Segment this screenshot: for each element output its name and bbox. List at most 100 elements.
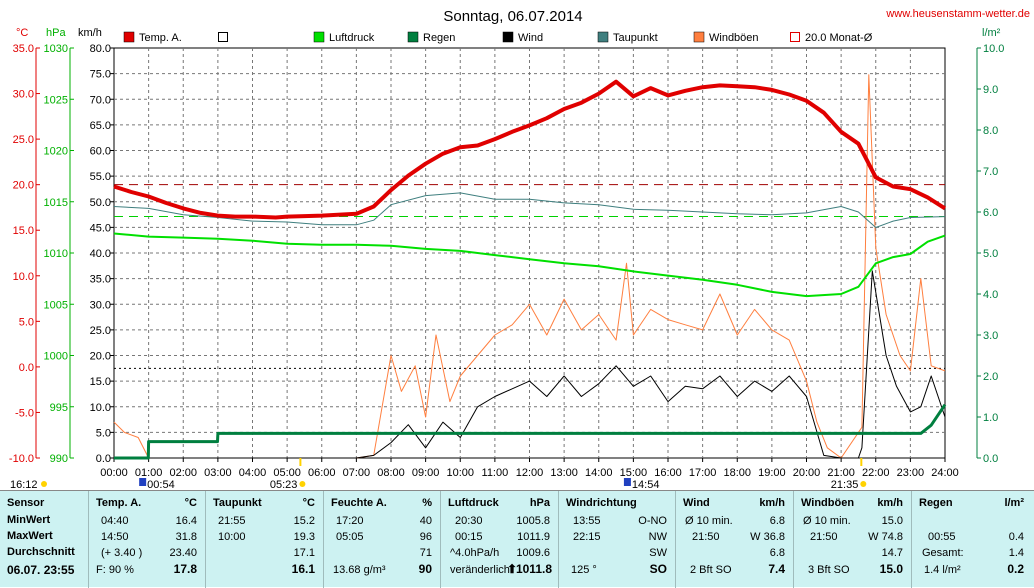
x-tick-label: 21:00	[827, 467, 855, 479]
x-tick-label: 10:00	[446, 467, 474, 479]
hum-header: Feuchte A.	[331, 497, 387, 509]
rain-tick-label: 1.0	[983, 412, 998, 424]
press-current-value: 1011.8	[515, 562, 552, 576]
kmh-tick-label: 10.0	[90, 402, 111, 414]
press-avg-value: 1009.6	[516, 547, 550, 559]
hpa-tick-label: 1015	[44, 197, 68, 209]
hum-min-time: 17:20	[336, 515, 364, 527]
temp-unit-label: °C	[16, 27, 28, 39]
x-tick-label: 04:00	[239, 467, 267, 479]
row-avg-label: Durchschnitt	[7, 546, 75, 558]
rain-tick-label: 6.0	[983, 207, 998, 219]
temp-tick-label: 15.0	[13, 225, 34, 237]
wind-avg-value: 6.8	[769, 547, 785, 559]
press-arrow-icon: ⬆	[507, 562, 518, 576]
kmh-tick-label: 40.0	[90, 248, 111, 260]
hum-min-value: 40	[419, 515, 432, 527]
rain-tick-label: 5.0	[983, 248, 998, 260]
temp-tick-label: -10.0	[9, 453, 34, 465]
press-max-value: 1011.9	[517, 531, 550, 543]
axes: 35.0 30.0 25.0 20.0 15.0 10.0 5.0 0.0 -5.0 -10.0 1…	[9, 43, 1005, 479]
legend-swatch	[123, 31, 135, 43]
hpa-tick-label: 1005	[44, 299, 68, 311]
wind-max-value: W 36.8	[750, 531, 785, 543]
hum-absolute: 13.68 g/m³	[333, 564, 386, 576]
kmh-tick-label: 80.0	[90, 43, 111, 55]
kmh-tick-label: 70.0	[90, 94, 111, 106]
markers: 16:12 05:23 21:35 00:54 14:54	[10, 458, 867, 490]
x-tick-label: 16:00	[654, 467, 682, 479]
legend-swatch	[597, 31, 609, 43]
grid	[113, 47, 946, 459]
x-tick-label: 17:00	[689, 467, 717, 479]
site-link[interactable]: www.heusenstamm-wetter.de	[885, 8, 1030, 20]
x-tick-label: 20:00	[793, 467, 821, 479]
kmh-tick-label: 25.0	[90, 325, 111, 337]
hpa-tick-label: 990	[50, 453, 68, 465]
hpa-unit-label: hPa	[46, 27, 66, 39]
kmh-tick-label: 55.0	[90, 171, 111, 183]
moon-icon	[623, 478, 631, 486]
rain-tick-label: 0.0	[983, 453, 998, 465]
sensor-header: Sensor	[7, 497, 45, 509]
gust-max-time: 21:50	[810, 531, 838, 543]
x-tick-label: 08:00	[377, 467, 405, 479]
rain-total-label: Gesamt:	[922, 547, 964, 559]
dewpoint-column: Taupunkt °C 21:55 15.2 10:00 19.3 17.1 1…	[205, 491, 323, 588]
gust-current-value: 15.0	[879, 562, 903, 576]
legend-swatch	[502, 31, 514, 43]
kmh-tick-label: 75.0	[90, 69, 111, 81]
current-datetime: 06.07. 23:55	[7, 563, 75, 577]
temp-humidity-note: F: 90 %	[96, 564, 134, 576]
moon-time-label: 14:54	[632, 479, 660, 490]
hpa-tick-label: 1010	[44, 248, 68, 260]
kmh-unit-label: km/h	[78, 27, 102, 39]
moon-time-label: 00:54	[147, 479, 175, 490]
wind-unit: km/h	[759, 497, 785, 509]
moon-icon	[139, 478, 147, 486]
x-tick-label: 05:00	[273, 467, 301, 479]
legend-swatch	[218, 32, 228, 42]
dir-min-value: O-NO	[638, 515, 667, 527]
temp-tick-label: -5.0	[15, 407, 34, 419]
hum-current-value: 90	[418, 562, 432, 576]
legend-label: Luftdruck	[329, 32, 375, 44]
wind-min-label: Ø 10 min.	[685, 515, 733, 527]
series-layer	[113, 74, 947, 460]
temp-tick-label: 0.0	[19, 362, 34, 374]
press-min-value: 1005.8	[516, 515, 550, 527]
weather-chart: Sonntag, 06.07.2014 www.heusenstamm-wett…	[9, 8, 1030, 490]
temp-min-time: 04:40	[101, 515, 129, 527]
x-tick-label: 19:00	[758, 467, 786, 479]
series-luftdruck	[113, 232, 946, 298]
gust-avg-value: 14.7	[881, 547, 903, 559]
press-header: Luftdruck	[448, 497, 499, 509]
x-tick-label: 12:00	[516, 467, 544, 479]
dew-avg-value: 17.1	[293, 547, 315, 559]
dew-min-value: 15.2	[293, 515, 315, 527]
wind-max-time: 21:50	[692, 531, 720, 543]
kmh-tick-label: 60.0	[90, 146, 111, 158]
temp-tick-label: 5.0	[19, 316, 34, 328]
legend-label: Temp. A.	[139, 32, 182, 44]
press-min-time: 20:30	[455, 515, 483, 527]
rain-tick-label: 4.0	[983, 289, 998, 301]
dew-min-time: 21:55	[218, 515, 246, 527]
sensor-column: Sensor MinWert MaxWert Durchschnitt 06.0…	[0, 491, 88, 588]
x-tick-label: 09:00	[412, 467, 440, 479]
kmh-tick-label: 0.0	[96, 453, 111, 465]
legend: Temp. A. Luftdruck Regen Wind Taupunkt Windbö…	[123, 31, 873, 44]
press-forecast: veränderlich	[450, 564, 510, 576]
left-time-label: 16:12	[10, 479, 38, 490]
x-tick-label: 18:00	[723, 467, 751, 479]
dir-avg-value: SW	[649, 547, 667, 559]
x-tick-label: 24:00	[931, 467, 959, 479]
humidity-column: Feuchte A. % 17:20 40 05:05 96 71 13.68 …	[323, 491, 440, 588]
sunrise-icon	[299, 481, 306, 487]
press-trend: ^4.0hPa/h	[450, 547, 500, 559]
x-tick-label: 13:00	[550, 467, 578, 479]
dew-current-value: 16.1	[291, 562, 315, 576]
legend-label: Regen	[423, 32, 455, 44]
press-max-time: 00:15	[455, 531, 483, 543]
temp-tick-label: 20.0	[13, 180, 34, 192]
